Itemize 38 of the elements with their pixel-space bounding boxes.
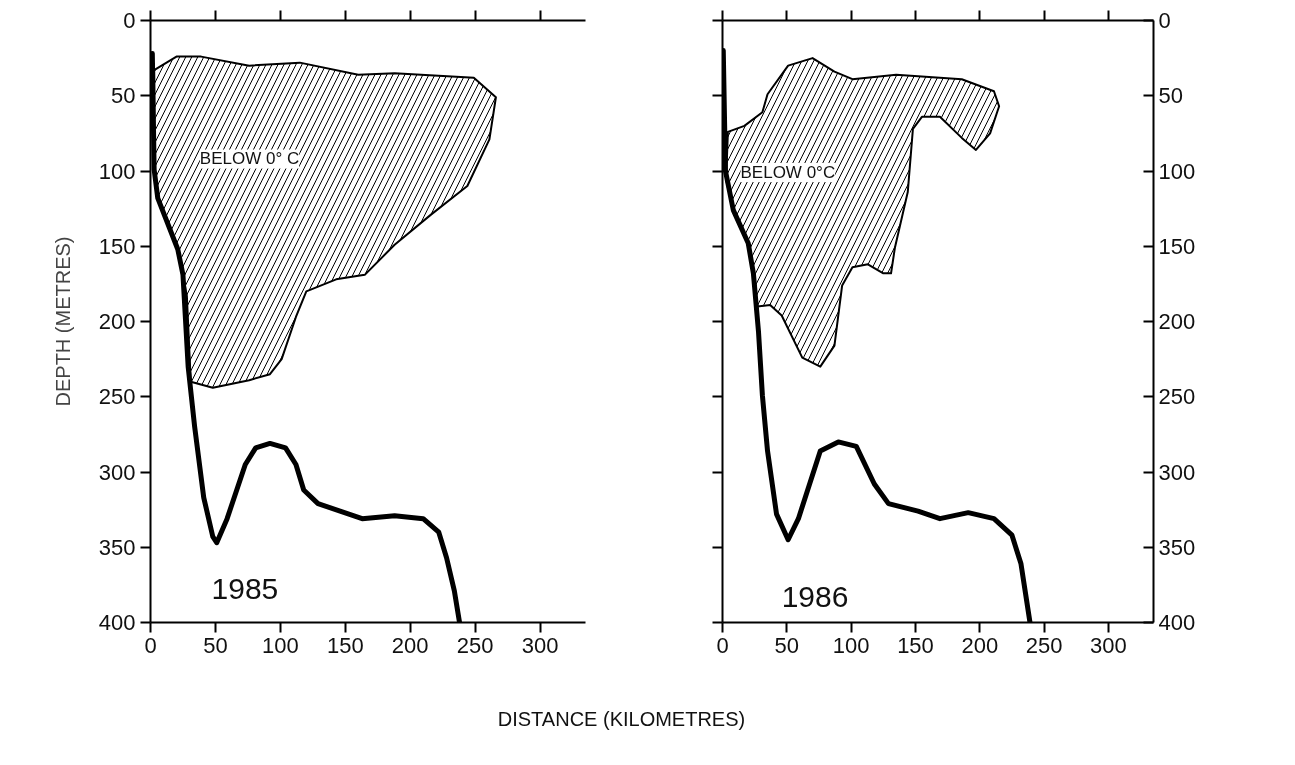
y-tick-label: 300 [1158, 459, 1196, 485]
x-tick-label: 200 [391, 632, 429, 658]
x-tick-label: 300 [521, 632, 559, 658]
annotation: BELOW 0° C [199, 149, 300, 169]
y-tick-label: 0 [1158, 8, 1171, 33]
x-tick-label: 150 [897, 632, 934, 658]
y-tick-label: 150 [98, 233, 136, 259]
x-tick-label: 150 [326, 632, 364, 658]
y-tick-label: 400 [98, 610, 136, 635]
x-tick-label: 250 [1025, 632, 1063, 658]
x-tick-label: 300 [1090, 632, 1127, 658]
y-tick-label: 250 [1158, 384, 1196, 410]
x-tick-label: 100 [832, 632, 870, 658]
y-tick-label: 200 [1158, 309, 1196, 334]
y-tick-label: 200 [98, 309, 136, 334]
y-axis-title: DEPTH (METRES) [51, 236, 74, 407]
x-tick-label: 0 [144, 632, 157, 658]
x-tick-label: 50 [774, 632, 800, 658]
y-tick-label: 400 [1158, 610, 1196, 635]
x-tick-label: 0 [716, 632, 729, 658]
x-tick-label: 250 [456, 632, 494, 658]
annotation: 1985 [211, 572, 279, 606]
y-tick-label: 250 [98, 384, 136, 410]
y-tick-label: 50 [111, 83, 136, 109]
y-tick-label: 300 [98, 459, 136, 485]
y-tick-label: 350 [98, 534, 136, 560]
y-tick-label: 0 [123, 8, 136, 33]
x-axis-title: DISTANCE (KILOMETRES) [497, 707, 746, 732]
y-tick-label: 350 [1158, 534, 1196, 560]
y-tick-label: 100 [98, 158, 136, 184]
x-tick-label: 50 [203, 632, 228, 658]
annotation: BELOW 0°C [740, 163, 836, 183]
x-tick-label: 200 [961, 632, 999, 658]
annotation: 1986 [781, 579, 849, 613]
y-tick-label: 50 [1158, 83, 1183, 109]
x-tick-label: 100 [262, 632, 299, 658]
y-tick-label: 100 [1158, 158, 1196, 184]
y-tick-label: 150 [1158, 233, 1196, 259]
